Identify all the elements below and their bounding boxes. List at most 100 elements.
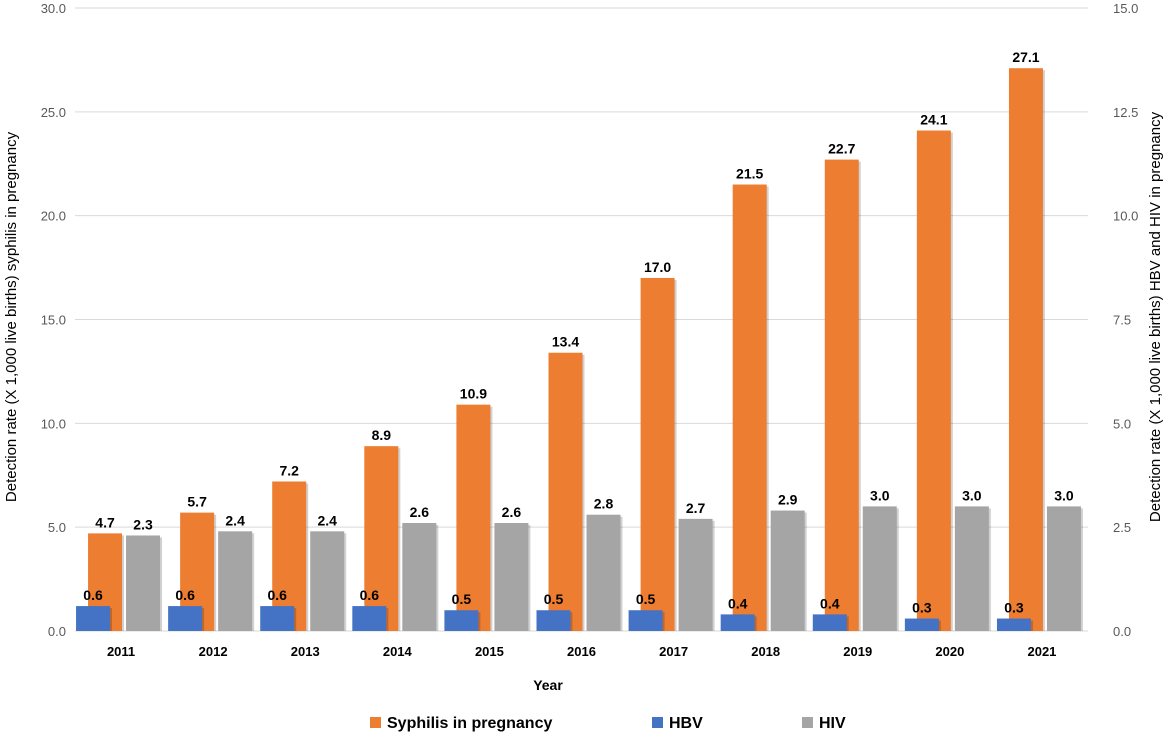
- bar-hiv: [218, 531, 253, 631]
- right-tick-label: 12.5: [1113, 105, 1138, 120]
- data-label-hiv: 2.4: [225, 512, 245, 528]
- data-label-hiv: 3.0: [1054, 487, 1074, 503]
- data-label-hbv: 0.5: [452, 591, 472, 607]
- legend-label-hiv: HIV: [819, 715, 846, 732]
- data-label-syphilis: 21.5: [736, 166, 763, 182]
- legend-swatch-hiv: [802, 717, 813, 728]
- bar-syphilis: [548, 352, 583, 631]
- category-labels: 2011 2012 2013 2014 2015 2016 2017 2018 2019 2020…: [107, 644, 1056, 659]
- bar-hbv: [904, 618, 939, 631]
- bar-hbv: [168, 606, 203, 631]
- right-tick-label: 2.5: [1113, 520, 1131, 535]
- data-label-syphilis: 5.7: [187, 494, 207, 510]
- left-axis-title: Detection rate (X 1,000 live births) syp…: [3, 131, 20, 502]
- data-label-syphilis: 22.7: [828, 141, 855, 157]
- left-tick-label: 10.0: [41, 416, 66, 431]
- data-label-hiv: 2.6: [410, 504, 430, 520]
- data-label-hiv: 2.6: [502, 504, 522, 520]
- data-label-hiv: 2.9: [778, 492, 798, 508]
- data-label-syphilis: 17.0: [644, 259, 671, 275]
- bar-hiv: [126, 535, 161, 631]
- data-label-syphilis: 10.9: [460, 386, 487, 402]
- category-label: 2015: [475, 644, 504, 659]
- left-tick-label: 5.0: [48, 520, 66, 535]
- bar-hiv: [862, 506, 897, 631]
- category-label: 2020: [935, 644, 964, 659]
- left-tick-label: 20.0: [41, 209, 66, 224]
- bar-syphilis: [916, 130, 951, 632]
- data-label-hiv: 2.3: [133, 516, 153, 532]
- bars: [76, 68, 1083, 632]
- data-label-hbv: 0.6: [175, 587, 195, 603]
- bar-hiv: [586, 514, 621, 631]
- bar-hiv: [310, 531, 345, 631]
- data-label-hiv: 2.7: [686, 500, 706, 516]
- left-axis-ticks: 0.0 5.0 10.0 15.0 20.0 25.0 30.0: [41, 1, 66, 639]
- category-label: 2018: [751, 644, 780, 659]
- left-tick-label: 30.0: [41, 1, 66, 16]
- data-label-hiv: 2.8: [594, 496, 614, 512]
- bar-hbv: [996, 618, 1031, 631]
- bar-syphilis: [824, 159, 859, 631]
- data-label-hbv: 0.4: [820, 595, 840, 611]
- left-tick-label: 25.0: [41, 105, 66, 120]
- legend-swatch-syphilis: [370, 717, 381, 728]
- right-tick-label: 7.5: [1113, 313, 1131, 328]
- data-label-hbv: 0.3: [1004, 600, 1024, 616]
- x-axis-title: Year: [533, 677, 563, 693]
- data-label-hbv: 0.4: [728, 595, 748, 611]
- bar-hbv: [628, 610, 663, 631]
- bar-hiv: [494, 523, 529, 631]
- category-label: 2013: [291, 644, 320, 659]
- category-label: 2014: [383, 644, 413, 659]
- right-tick-label: 15.0: [1113, 1, 1138, 16]
- legend-label-syphilis: Syphilis in pregnancy: [387, 715, 552, 732]
- data-labels: 4.7 0.6 2.3 5.7 0.6 2.4 7.2 0.6 2.4 8.9 0.6 2.6 10.9…: [83, 49, 1074, 615]
- data-label-syphilis: 27.1: [1012, 49, 1039, 65]
- legend-swatch-hbv: [652, 717, 663, 728]
- data-label-hbv: 0.6: [360, 587, 380, 603]
- data-label-syphilis: 7.2: [279, 462, 299, 478]
- right-axis-ticks: 0.0 2.5 5.0 7.5 10.0 12.5 15.0: [1113, 1, 1138, 639]
- right-tick-label: 10.0: [1113, 209, 1138, 224]
- data-label-syphilis: 13.4: [552, 334, 579, 350]
- category-label: 2011: [107, 644, 135, 659]
- data-label-syphilis: 24.1: [920, 112, 947, 128]
- bar-hbv: [352, 606, 387, 631]
- data-label-hbv: 0.3: [912, 600, 932, 616]
- category-label: 2016: [567, 644, 596, 659]
- data-label-hiv: 2.4: [317, 512, 337, 528]
- bar-hbv: [536, 610, 571, 631]
- right-tick-label: 0.0: [1113, 624, 1131, 639]
- category-label: 2021: [1027, 644, 1056, 659]
- bar-hbv: [812, 614, 847, 631]
- right-axis-title: Detection rate (X 1,000 live births) HBV…: [1147, 111, 1164, 522]
- left-tick-label: 0.0: [48, 624, 66, 639]
- legend-label-hbv: HBV: [669, 715, 703, 732]
- bar-hbv: [260, 606, 295, 631]
- bar-hiv: [678, 518, 713, 631]
- right-tick-label: 5.0: [1113, 416, 1131, 431]
- bar-hiv: [770, 510, 805, 631]
- data-label-hbv: 0.5: [636, 591, 656, 607]
- data-label-hbv: 0.5: [544, 591, 564, 607]
- bar-syphilis: [640, 277, 675, 631]
- legend: Syphilis in pregnancy HBV HIV: [370, 715, 846, 732]
- bar-syphilis: [732, 184, 767, 631]
- data-label-hiv: 3.0: [870, 487, 890, 503]
- bar-hbv: [76, 606, 111, 631]
- bar-syphilis: [1008, 68, 1043, 632]
- bar-hiv: [402, 523, 437, 631]
- left-tick-label: 15.0: [41, 313, 66, 328]
- category-label: 2017: [659, 644, 688, 659]
- category-label: 2019: [843, 644, 872, 659]
- bar-hbv: [720, 614, 755, 631]
- bar-hiv: [1046, 506, 1081, 631]
- bar-syphilis: [456, 404, 491, 631]
- data-label-hbv: 0.6: [267, 587, 287, 603]
- bar-hiv: [954, 506, 989, 631]
- data-label-hiv: 3.0: [962, 487, 982, 503]
- category-label: 2012: [199, 644, 228, 659]
